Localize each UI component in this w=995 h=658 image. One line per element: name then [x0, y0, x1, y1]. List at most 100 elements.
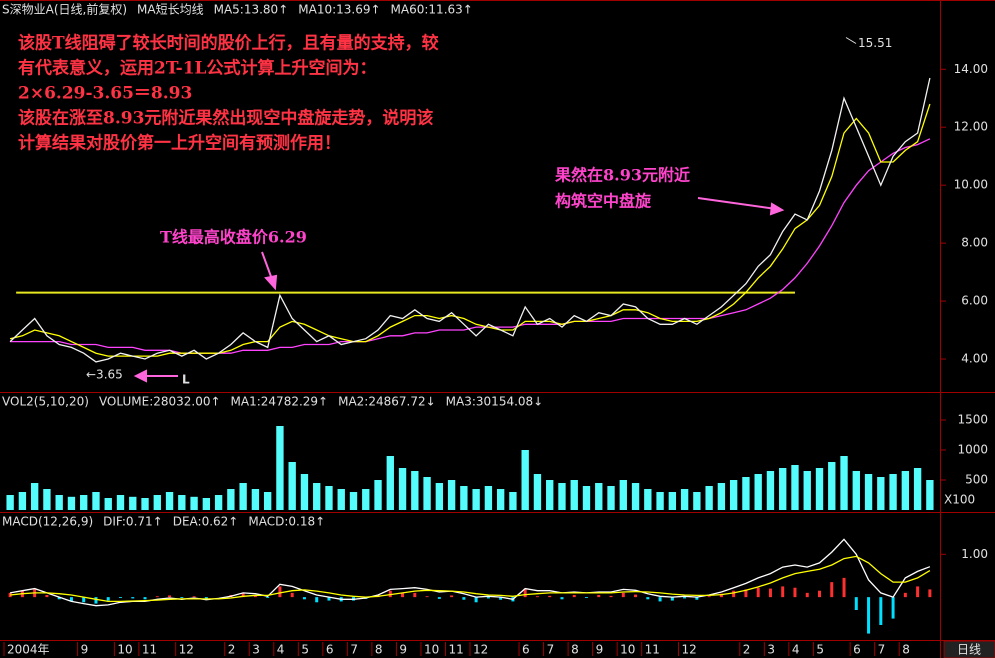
x-tick-label: 4 [277, 643, 285, 657]
volume-bar [214, 495, 223, 510]
annotation: 2×6.29-3.65＝8.93 [18, 84, 192, 104]
macd-bar [82, 597, 86, 603]
annotation: 该股T线阻碍了较长时间的股价上行，且有量的支持，较 [18, 33, 439, 54]
volume-bar [153, 495, 161, 510]
volume-bar [239, 483, 247, 510]
volume-bar [533, 474, 542, 510]
volume-bar [877, 477, 885, 510]
volume-bar [349, 492, 358, 510]
annotation: 有代表意义，运用2T-1L公式计算上升空间为： [18, 58, 377, 79]
macd-bar [437, 597, 441, 599]
volume-bar [104, 498, 112, 510]
arrows [133, 197, 785, 383]
macd-bar [302, 597, 306, 600]
x-tick-label: 6 [326, 643, 334, 657]
volume-bar [619, 480, 627, 510]
x-tick-label: 6 [522, 643, 530, 657]
volume-bar [926, 480, 934, 510]
macd-bar [168, 595, 172, 598]
callout: 构筑空中盘旋 [555, 192, 652, 211]
volume-bar [92, 492, 100, 510]
x-tick-label: 9 [81, 643, 89, 657]
y-tick-label: 10.00 [954, 178, 988, 192]
annotation: 计算结果对股价第一上升空间有预测作用！ [18, 133, 341, 154]
volume-bar [644, 489, 652, 510]
volume-bar [852, 471, 860, 510]
x-tick-label: 5 [301, 643, 309, 657]
volume-bar [656, 492, 664, 510]
macd-bar [683, 597, 687, 599]
x-tick-label: 10 [117, 643, 132, 657]
macd-bar [106, 597, 110, 601]
macd-bar [830, 582, 834, 598]
y-tick-label: 500 [965, 473, 988, 487]
volume-bar [398, 468, 407, 510]
macd-bar [879, 597, 883, 625]
volume-bar [276, 426, 284, 510]
x-tick-label: 6 [853, 643, 861, 657]
macd-bar [646, 597, 650, 600]
macd-bar [695, 597, 699, 600]
macd-bar [781, 586, 785, 598]
macd-bar [634, 594, 638, 598]
x-tick-label: 7 [878, 643, 886, 657]
macd-bar [707, 596, 711, 598]
macd-bar [732, 590, 736, 598]
volume-bar [864, 474, 873, 510]
volume-bar [251, 489, 260, 510]
macd-bar [535, 596, 539, 598]
volume-bar [742, 477, 750, 510]
tab-box[interactable] [943, 640, 995, 658]
macd-bar [499, 597, 503, 600]
header-item: MA1:24782.29↑ [231, 395, 329, 409]
x-tick-label: 2 [743, 643, 751, 657]
macd-bar [253, 595, 257, 598]
macd-bar [241, 592, 245, 598]
low-tag: L [182, 373, 190, 387]
header-item: DEA:0.62↑ [173, 515, 239, 529]
volume-bar [607, 486, 615, 510]
macd-bar [597, 595, 601, 598]
header-item: MA10:13.69↑ [298, 3, 380, 17]
header-item: MA3:30154.08↓ [446, 395, 544, 409]
volume-bar [546, 480, 554, 510]
volume-bar [386, 456, 394, 510]
y-tick-label: 1.00 [961, 547, 988, 561]
volume-bar [411, 471, 419, 510]
volume-bar [582, 486, 591, 510]
volume-bar [227, 489, 235, 510]
period-tab[interactable]: 日线 [957, 643, 981, 657]
series-line [9, 77, 931, 363]
peak-pointer [845, 37, 857, 44]
macd-bar [143, 597, 147, 600]
volume-bar [18, 492, 27, 510]
volume-bar [496, 489, 505, 510]
y-tick-label: 6.00 [961, 294, 988, 308]
macd-bar [388, 590, 392, 598]
macd-bar [266, 597, 270, 598]
macd-bar [744, 589, 748, 598]
x-tick-label: 9 [399, 643, 407, 657]
x-tick-label: 8 [902, 643, 910, 657]
volume-bar [766, 471, 775, 510]
volume-bar [509, 492, 517, 510]
x-tick-label: 12 [179, 643, 194, 657]
macd-bar [805, 592, 809, 598]
volume-bar [570, 480, 578, 510]
volume-bar [913, 468, 922, 510]
header-item: VOLUME:28032.00↑ [99, 395, 221, 409]
arrow [697, 197, 777, 210]
series-line [10, 138, 931, 354]
y-tick-label: 8.00 [961, 236, 988, 250]
macd-bar [818, 590, 821, 598]
header-item: MACD:0.18↑ [248, 515, 325, 529]
volume-bar [6, 495, 14, 510]
arrow-head [133, 369, 147, 383]
volume-bar [202, 498, 211, 510]
volume-bar [300, 474, 309, 510]
header-item: MA60:11.63↑ [391, 3, 473, 17]
volume-bar [313, 483, 321, 510]
macd-bar [560, 597, 564, 600]
